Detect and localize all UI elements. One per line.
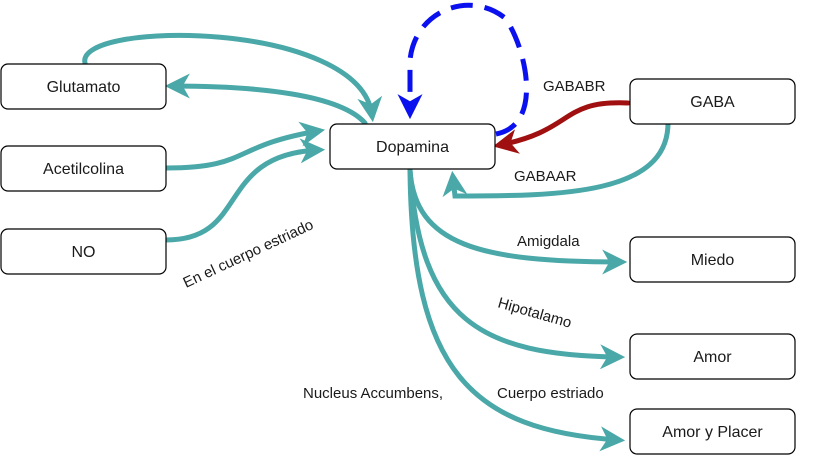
edge-acetilcolina-to-dopamina xyxy=(163,121,326,171)
edge-label-cuerpo-estriado: Cuerpo estriado xyxy=(497,385,604,402)
edge-label-hipotalamo: Hipotalamo xyxy=(496,295,574,332)
edge-label-en-el-cuerpo-estriado: En el cuerpo estriado xyxy=(181,216,317,291)
edge-dopamina-to-glutamato xyxy=(164,73,368,126)
edge-label-amigdala: Amigdala xyxy=(517,233,580,250)
node-miedo-label: Miedo xyxy=(691,252,735,269)
node-gaba-label: GABA xyxy=(690,94,735,111)
node-dopamina[interactable]: Dopamina xyxy=(329,123,496,170)
edge-dopamina-to-amor xyxy=(407,167,626,370)
edge-dopamina-to-miedo xyxy=(407,167,628,275)
node-acetilcolina-label: Acetilcolina xyxy=(43,161,124,178)
node-dopamina-label: Dopamina xyxy=(376,139,449,156)
edge-gaba-to-dopamina-gababr xyxy=(492,100,631,154)
node-miedo[interactable]: Miedo xyxy=(629,236,796,283)
node-amor[interactable]: Amor xyxy=(629,333,796,380)
node-glutamato[interactable]: Glutamato xyxy=(0,63,167,110)
node-no[interactable]: NO xyxy=(0,228,167,275)
edge-label-nucleus-accumbens: Nucleus Accumbens, xyxy=(303,385,443,402)
node-glutamato-label: Glutamato xyxy=(47,79,121,96)
node-amor-placer-label: Amor y Placer xyxy=(662,424,763,441)
node-gaba[interactable]: GABA xyxy=(629,78,796,125)
edge-label-gabaar: GABAAR xyxy=(514,168,577,185)
edge-dopamina-to-amor-placer xyxy=(407,167,626,452)
node-no-label: NO xyxy=(72,244,96,261)
edge-dopamina-self-loop xyxy=(397,2,530,137)
node-amor-placer[interactable]: Amor y Placer xyxy=(629,408,796,455)
edge-glutamato-to-dopamina xyxy=(82,32,383,123)
edge-label-gababr: GABABR xyxy=(543,78,606,95)
edge-no-to-dopamina xyxy=(163,138,326,243)
node-acetilcolina[interactable]: Acetilcolina xyxy=(0,145,167,192)
edge-gaba-to-dopamina-gabaar xyxy=(442,120,671,199)
node-amor-label: Amor xyxy=(693,349,732,366)
